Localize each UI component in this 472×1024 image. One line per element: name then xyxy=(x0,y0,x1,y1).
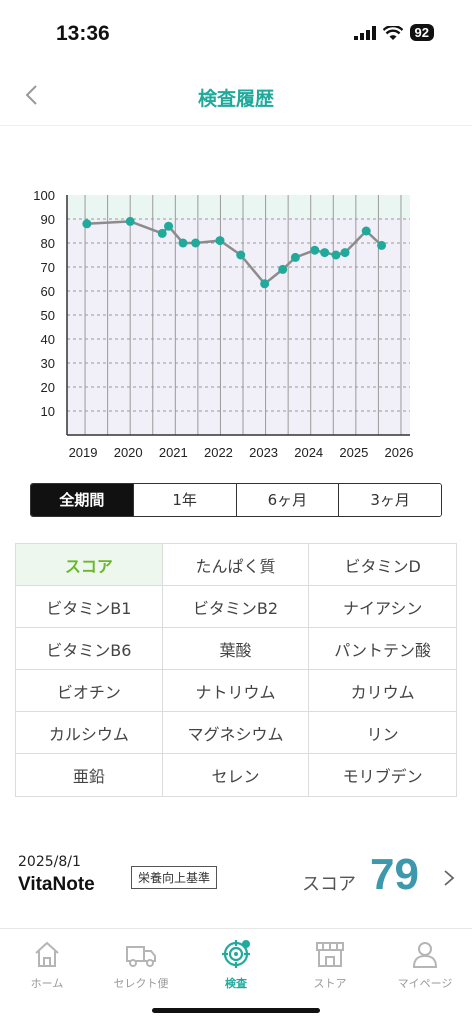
tab-mypage[interactable]: マイページ xyxy=(378,929,472,999)
data-point xyxy=(82,219,92,229)
store-icon xyxy=(316,942,344,967)
home-indicator xyxy=(152,1008,320,1013)
nutrient-phosphorus[interactable]: リン xyxy=(309,712,456,754)
data-point xyxy=(260,279,270,289)
nutrient-vitamin-d[interactable]: ビタミンD xyxy=(309,544,456,586)
data-point xyxy=(340,248,350,258)
tab-all-period[interactable]: 全期間 xyxy=(31,484,133,516)
nutrient-folic-acid[interactable]: 葉酸 xyxy=(162,628,310,670)
score-history-chart: 10 20 30 40 50 60 70 80 90 100 2019 2020 2021 2022 202… xyxy=(33,188,414,460)
y-tick-label: 60 xyxy=(41,284,55,299)
nutrient-protein[interactable]: たんぱく質 xyxy=(162,544,310,586)
data-point xyxy=(191,238,201,248)
nutrient-vitamin-b1[interactable]: ビタミンB1 xyxy=(16,586,163,628)
nutrient-magnesium[interactable]: マグネシウム xyxy=(162,712,310,754)
nutrient-zinc[interactable]: 亜鉛 xyxy=(16,754,163,796)
data-point xyxy=(361,226,371,236)
tab-store[interactable]: ストア xyxy=(283,929,377,999)
tab-6-months[interactable]: 6ヶ月 xyxy=(235,484,339,516)
data-point xyxy=(157,228,167,238)
brand-name: VitaNote xyxy=(18,874,95,895)
wifi-icon xyxy=(382,25,403,40)
y-tick-label: 70 xyxy=(41,260,55,275)
y-tick-label: 50 xyxy=(41,308,55,323)
data-point xyxy=(278,264,288,274)
data-point xyxy=(236,250,246,260)
signal-icon xyxy=(353,25,376,40)
test-history-item[interactable]: 2025/8/1 VitaNote 栄養向上基準 スコア 79 xyxy=(0,838,472,920)
x-tick-label: 2025 xyxy=(339,445,368,460)
nutrient-potassium[interactable]: カリウム xyxy=(309,670,456,712)
nutrient-sodium[interactable]: ナトリウム xyxy=(162,670,310,712)
nav-bar: 検査履歴 xyxy=(0,64,472,126)
data-point xyxy=(320,248,330,258)
y-tick-label: 80 xyxy=(41,236,55,251)
delivery-truck-icon xyxy=(126,946,156,967)
nutrient-biotin[interactable]: ビオチン xyxy=(16,670,163,712)
nutrient-grid: スコア たんぱく質 ビタミンD ビタミンB1 ビタミンB2 ナイアシン ビタミン… xyxy=(15,543,457,797)
y-tick-label: 20 xyxy=(41,380,55,395)
data-point xyxy=(310,245,320,255)
x-tick-label: 2020 xyxy=(114,445,143,460)
page-title: 検査履歴 xyxy=(197,88,274,110)
battery-indicator: 92 xyxy=(409,24,434,41)
standard-badge: 栄養向上基準 xyxy=(131,866,218,889)
data-point xyxy=(290,252,300,262)
top-band xyxy=(67,195,410,219)
tab-3-months[interactable]: 3ヶ月 xyxy=(338,484,441,516)
status-time: 13:36 xyxy=(56,22,110,45)
y-tick-label: 90 xyxy=(41,212,55,227)
x-tick-label: 2024 xyxy=(294,445,323,460)
y-tick-label: 100 xyxy=(33,188,55,203)
home-icon xyxy=(35,941,59,967)
tab-1-year[interactable]: 1年 xyxy=(132,484,236,516)
data-point xyxy=(377,240,387,250)
x-tick-label: 2022 xyxy=(204,445,233,460)
data-point xyxy=(125,216,135,226)
plot-area xyxy=(67,195,410,435)
y-tick-label: 10 xyxy=(41,404,55,419)
data-point xyxy=(215,236,225,246)
period-selector: 全期間 1年 6ヶ月 3ヶ月 xyxy=(30,483,442,517)
tab-select-delivery[interactable]: セレクト便 xyxy=(94,929,188,999)
score-value: 79 xyxy=(370,850,419,899)
x-tick-label: 2023 xyxy=(249,445,278,460)
x-tick-label: 2026 xyxy=(385,445,414,460)
nutrient-score[interactable]: スコア xyxy=(16,544,163,586)
y-tick-label: 30 xyxy=(41,356,55,371)
nutrient-selenium[interactable]: セレン xyxy=(163,754,310,796)
data-point xyxy=(164,221,174,231)
tab-test[interactable]: 検査 xyxy=(189,929,283,999)
data-point xyxy=(331,250,341,260)
data-point xyxy=(178,238,188,248)
status-bar: 13:36 92 xyxy=(0,0,472,64)
user-icon xyxy=(412,942,438,968)
x-tick-label: 2019 xyxy=(69,445,98,460)
nutrient-calcium[interactable]: カルシウム xyxy=(16,712,163,754)
nutrient-pantothenic-acid[interactable]: パントテン酸 xyxy=(309,628,456,670)
score-label: スコア xyxy=(302,874,356,895)
target-icon xyxy=(222,940,250,968)
nutrient-niacin[interactable]: ナイアシン xyxy=(309,586,456,628)
nutrient-vitamin-b6[interactable]: ビタミンB6 xyxy=(16,628,163,670)
tab-home[interactable]: ホーム xyxy=(0,929,94,999)
nutrient-molybdenum[interactable]: モリブデン xyxy=(342,767,423,786)
nutrient-vitamin-b2[interactable]: ビタミンB2 xyxy=(162,586,310,628)
test-date: 2025/8/1 xyxy=(18,854,81,870)
x-tick-label: 2021 xyxy=(159,445,188,460)
chevron-right-icon[interactable] xyxy=(442,868,456,888)
y-tick-label: 40 xyxy=(41,332,55,347)
back-arrow-icon[interactable] xyxy=(18,80,48,110)
